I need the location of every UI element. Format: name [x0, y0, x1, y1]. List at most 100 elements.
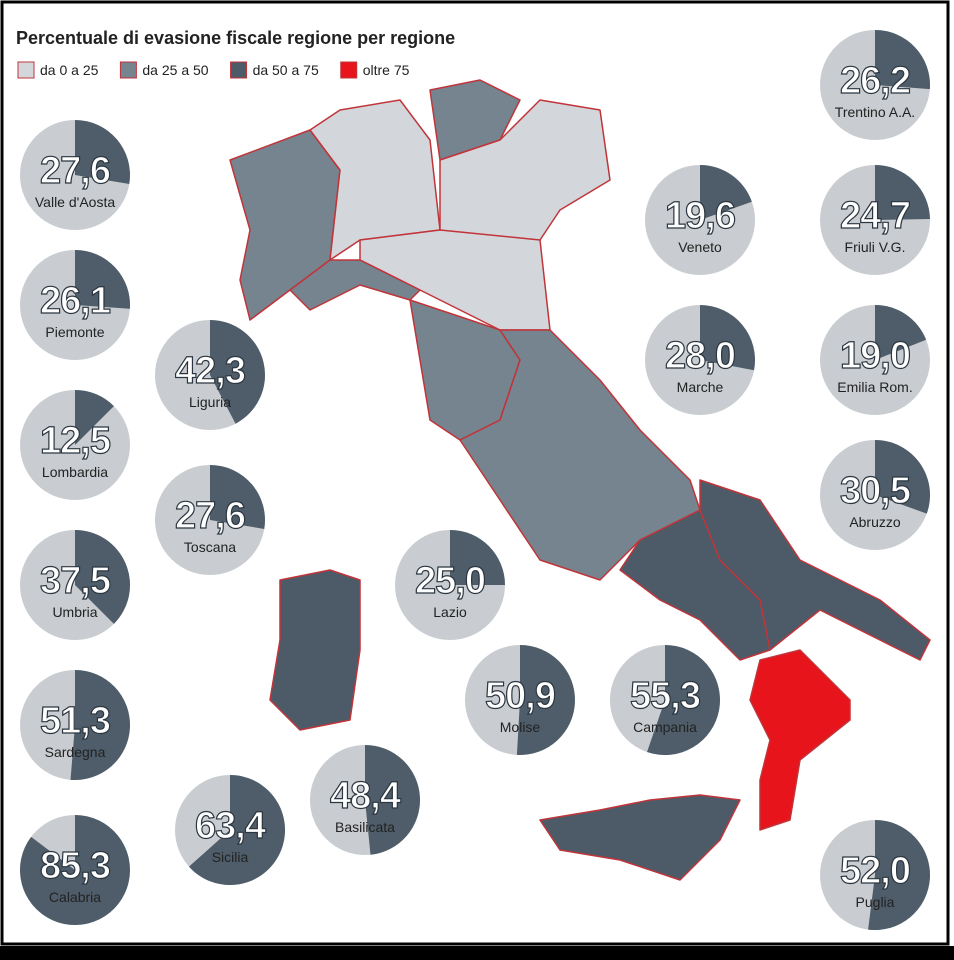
- region-pie: 26,2 Trentino A.A.: [820, 30, 930, 140]
- region-pie: 51,3 Sardegna: [20, 670, 130, 780]
- region-name: Lazio: [433, 604, 467, 620]
- region-name: Trentino A.A.: [835, 104, 915, 120]
- pie-wedge: [700, 305, 755, 371]
- region-name: Veneto: [678, 239, 722, 255]
- value-label: 12,5: [40, 420, 111, 462]
- value-label: 50,9: [485, 675, 555, 717]
- value-label: 37,5: [40, 560, 111, 602]
- region-name: Abruzzo: [849, 514, 901, 530]
- pie-wedge: [875, 165, 930, 220]
- value-label: 51,3: [40, 700, 110, 742]
- region-pie: 42,3 Liguria: [155, 319, 265, 430]
- region-pie: 63,4 Sicilia: [175, 775, 285, 886]
- region-pie: 24,7 Friuli V.G.: [820, 165, 930, 275]
- region-name: Lombardia: [42, 464, 108, 480]
- region-pie: 19,0 Emilia Rom.: [820, 305, 930, 415]
- region-pie: 48,4 Basilicata: [310, 745, 420, 855]
- region-name: Calabria: [49, 889, 101, 905]
- pie-wedge: [75, 120, 130, 184]
- region-shape: [429, 79, 521, 161]
- pie-wedge: [868, 820, 930, 930]
- value-label: 85,3: [40, 845, 110, 887]
- value-label: 48,4: [330, 775, 401, 817]
- title: Percentuale di evasione fiscale regione …: [16, 28, 455, 48]
- region-name: Valle d'Aosta: [35, 194, 115, 210]
- region-pie: 27,6 Toscana: [155, 465, 266, 575]
- pie-wedge: [875, 30, 930, 90]
- region-name: Sicilia: [212, 849, 249, 865]
- value-label: 55,3: [630, 675, 700, 717]
- region-pie: 27,6 Valle d'Aosta: [20, 120, 130, 230]
- region-name: Piemonte: [45, 324, 104, 340]
- map: [229, 79, 931, 881]
- value-label: 24,7: [840, 195, 910, 237]
- region-name: Toscana: [184, 539, 236, 555]
- region-name: Sardegna: [45, 744, 106, 760]
- value-label: 28,0: [665, 335, 735, 377]
- value-label: 63,4: [195, 805, 266, 847]
- value-label: 27,6: [175, 495, 245, 537]
- bottom-bar: [0, 946, 954, 960]
- legend-swatch: [119, 61, 137, 79]
- pie-wedge: [75, 250, 130, 309]
- region-shape: [289, 259, 421, 311]
- region-pie: 26,1 Piemonte: [20, 250, 130, 360]
- region-pie: 19,6 Veneto: [645, 165, 755, 275]
- pie-wedge: [700, 165, 752, 220]
- region-shape: [439, 99, 611, 251]
- region-name: Umbria: [52, 604, 97, 620]
- region-name: Friuli V.G.: [845, 239, 906, 255]
- value-label: 42,3: [175, 350, 245, 392]
- region-name: Emilia Rom.: [837, 379, 912, 395]
- legend-label: oltre 75: [363, 62, 410, 78]
- pie-wedge: [450, 530, 505, 585]
- pie-wedge: [516, 645, 575, 755]
- region-shape: [269, 569, 361, 731]
- pie-wedge: [365, 745, 420, 855]
- pie-wedge: [75, 390, 114, 445]
- value-label: 25,0: [415, 560, 485, 602]
- pie-wedge: [210, 465, 266, 529]
- region-pie: 28,0 Marche: [645, 305, 755, 415]
- region-shape: [539, 794, 741, 881]
- region-name: Molise: [500, 719, 541, 735]
- region-pie: 50,9 Molise: [465, 645, 575, 755]
- pie-wedge: [20, 815, 131, 925]
- legend-label: da 25 a 50: [142, 62, 208, 78]
- pie-wedge: [647, 645, 721, 755]
- region-shape: [459, 329, 701, 581]
- region-pie: 55,3 Campania: [610, 645, 721, 755]
- pie-wedge: [188, 775, 285, 886]
- region-pie: 12,5 Lombardia: [20, 390, 130, 500]
- pie-wedge: [210, 319, 265, 424]
- value-label: 27,6: [40, 150, 110, 192]
- legend-label: da 50 a 75: [253, 62, 319, 78]
- region-name: Puglia: [856, 894, 895, 910]
- region-name: Marche: [677, 379, 724, 395]
- value-label: 26,2: [840, 60, 910, 102]
- region-name: Basilicata: [335, 819, 395, 835]
- value-label: 19,0: [840, 335, 910, 377]
- region-pie: 85,3 Calabria: [20, 815, 131, 925]
- region-name: Campania: [633, 719, 697, 735]
- legend-label: da 0 a 25: [40, 62, 99, 78]
- legend-swatch: [17, 61, 35, 79]
- value-label: 52,0: [840, 850, 910, 892]
- legend-swatch: [230, 61, 248, 79]
- pie-wedge: [75, 530, 130, 624]
- value-label: 19,6: [665, 195, 735, 237]
- region-pie: 25,0 Lazio: [395, 530, 505, 640]
- pie-wedge: [70, 670, 130, 780]
- region-name: Liguria: [189, 394, 231, 410]
- region-shape: [699, 479, 931, 661]
- pie-wedge: [875, 305, 927, 360]
- legend-swatch: [340, 61, 358, 79]
- region-pie: 52,0 Puglia: [820, 820, 930, 930]
- region-pie: 30,5 Abruzzo: [820, 440, 930, 550]
- pie-wedge: [875, 440, 930, 514]
- region-pie: 37,5 Umbria: [20, 530, 130, 640]
- value-label: 26,1: [40, 280, 111, 322]
- value-label: 30,5: [840, 470, 911, 512]
- region-shape: [749, 649, 851, 831]
